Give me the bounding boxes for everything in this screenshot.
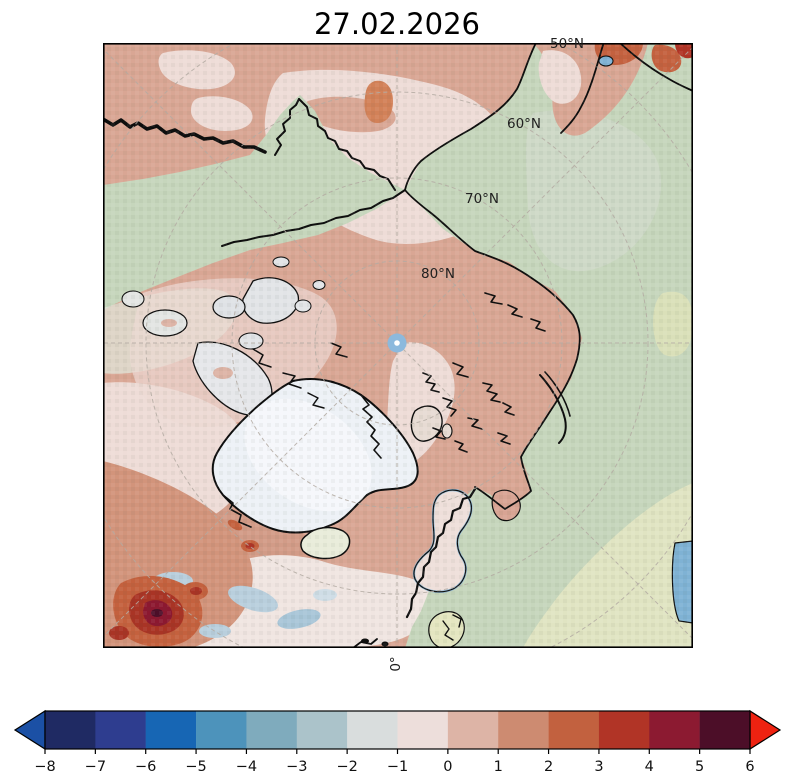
colorbar-tick-label: 4 [645, 759, 654, 775]
colorbar-segments [45, 711, 750, 749]
colorbar-tick-label: −5 [185, 759, 206, 775]
colorbar-segment [548, 711, 600, 749]
colorbar-segment [598, 711, 650, 749]
colorbar-tick-labels: −8 −7 −6 −5 −4 −3 −2 −1 0 1 2 3 4 5 6 [34, 759, 754, 775]
colorbar-segment [347, 711, 398, 749]
colorbar-under-arrow [13, 709, 46, 751]
colorbar-tick-label: 0 [443, 759, 452, 775]
colorbar-segment [246, 711, 298, 749]
gridline-label-80n: 80°N [421, 266, 455, 282]
colorbar-tick-label: 2 [544, 759, 553, 775]
colorbar-tick-label: −1 [387, 759, 408, 775]
colorbar-segment [498, 711, 549, 749]
colorbar-segment [699, 711, 750, 749]
colorbar-tick-label: −2 [336, 759, 357, 775]
colorbar: −8 −7 −6 −5 −4 −3 −2 −1 0 1 2 3 4 5 6 [13, 709, 782, 775]
colorbar-tick-label: 5 [695, 759, 704, 775]
colorbar-over-arrow [749, 709, 782, 751]
colorbar-segment [447, 711, 499, 749]
plot-title: 27.02.2026 [314, 7, 480, 41]
colorbar-segment [397, 711, 449, 749]
colorbar-tick-label: −6 [135, 759, 156, 775]
colorbar-segment [649, 711, 700, 749]
gridline-label-60n: 60°N [507, 116, 541, 132]
colorbar-tick-label: −8 [34, 759, 55, 775]
gridline-labels: 50°N 60°N 70°N 80°N 0° [388, 36, 584, 672]
colorbar-tick-label: −4 [236, 759, 257, 775]
colorbar-tick-label: 6 [745, 759, 754, 775]
colorbar-tick-label: −7 [85, 759, 106, 775]
gridline-label-50n: 50°N [550, 36, 584, 52]
colorbar-tick-label: 3 [594, 759, 603, 775]
pole-marker-center [394, 340, 400, 346]
colorbar-ticks [44, 749, 751, 754]
colorbar-segment [296, 711, 348, 749]
gridline-label-70n: 70°N [465, 191, 499, 207]
colorbar-segment [45, 711, 96, 749]
colorbar-segment [95, 711, 146, 749]
colorbar-segment [196, 711, 247, 749]
colorbar-segment [145, 711, 197, 749]
colorbar-tick-label: 1 [494, 759, 503, 775]
map-border [103, 43, 694, 649]
meridian-label-0: 0° [388, 656, 404, 671]
colorbar-tick-label: −3 [286, 759, 307, 775]
